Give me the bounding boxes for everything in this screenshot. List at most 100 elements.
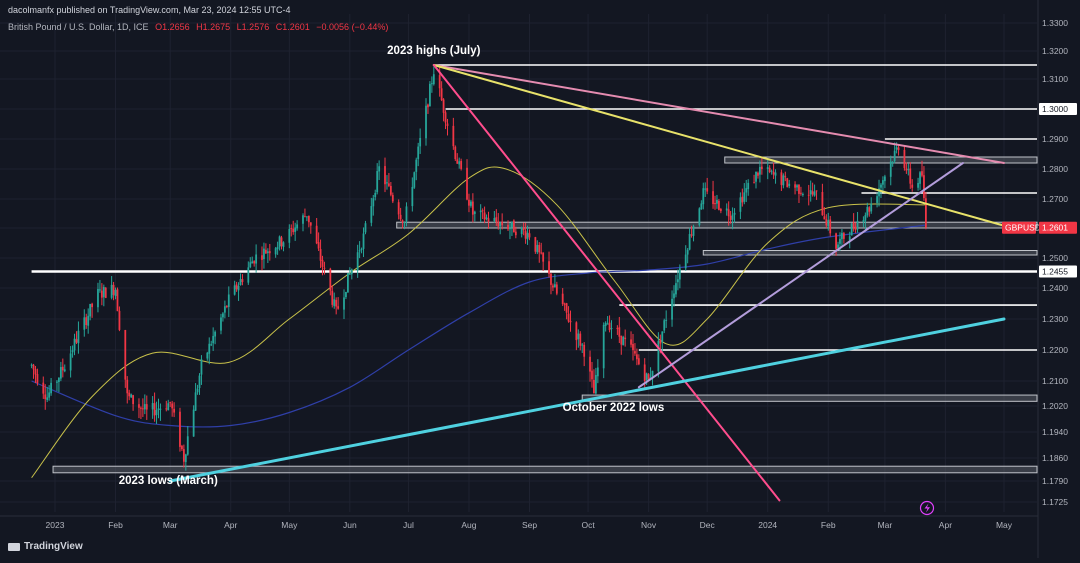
candle-body [456,159,459,164]
candle-body [305,216,308,218]
price-tick-label: 1.1725 [1042,497,1068,507]
candle-body [71,350,74,353]
price-label-text: GBPUSD [1005,223,1041,233]
candle-body [32,364,35,370]
candle-body [181,445,183,450]
price-label-tag [1039,265,1077,278]
support-resistance-zone [581,394,1038,402]
candle-body [58,377,60,383]
candle-body [99,289,101,291]
candle-body [774,172,777,176]
candle-body [786,178,789,188]
time-axis[interactable]: 2023 Feb Mar Apr May Jun Jul Aug Sep Oct Nov Dec 202… [0,515,1038,530]
trendlines [168,64,1006,502]
candle-body [278,236,281,247]
candle-body [678,268,681,280]
candle-body [895,147,898,150]
candle-body [374,192,377,198]
trendline [637,162,964,389]
tradingview-logo[interactable]: TradingView [8,541,83,552]
price-label-text: 1.2601 [1042,223,1068,233]
candle-body [116,289,119,312]
symbol-info: British Pound / U.S. Dollar, 1D, ICE O1.… [8,22,388,32]
time-tick-label: Apr [224,520,237,530]
candle-body [608,322,611,331]
candle-body [827,220,830,227]
candle-body [673,293,675,299]
candle-body [772,171,775,175]
candle-body [745,188,748,193]
candle-body [878,188,880,197]
candle-body [548,261,550,274]
candle-body [292,228,295,233]
candle-body [194,392,197,411]
candle-body [688,233,691,250]
candle-body [596,367,599,377]
candle-body [686,249,689,255]
candle-body [399,214,402,220]
price-tick-label: 1.2020 [1042,401,1068,411]
candle-body [782,175,785,186]
candle-body [839,238,841,244]
time-tick-label: May [996,520,1013,530]
candle-body [446,123,449,127]
chart-annotation: 2023 highs (July) [387,45,480,57]
candle-body [643,364,646,381]
candle-body [829,219,832,234]
candle-body [458,161,461,165]
candle-body [251,261,254,264]
candle-body [618,327,621,337]
candle-body [594,375,597,394]
candle-body [837,244,839,249]
candle-body [753,182,755,184]
candle-body [198,375,201,389]
candle-body [661,331,664,343]
candle-body [118,310,121,330]
time-tick-label: Mar [163,520,178,530]
candle-body [317,242,320,249]
candle-body [59,367,62,379]
chart-annotation: 2023 lows (March) [119,475,218,487]
candle-body [247,267,250,283]
candle-body [391,195,394,202]
candle-body [702,188,705,205]
candle-body [759,166,761,175]
publisher-info: dacolmanfx published on TradingView.com,… [8,5,291,15]
candle-body [274,248,277,255]
time-tick-label: Feb [821,520,836,530]
candle-body [102,287,105,298]
candle-body [333,299,336,307]
candle-body [823,216,826,220]
candle-body [917,182,919,188]
candle-body [606,323,609,325]
candle-body [796,185,798,188]
time-tick-label: Mar [878,520,893,530]
candle-body [555,284,558,294]
ohlc-change: −0.0056 (−0.44%) [316,22,389,32]
candle-body [442,99,445,113]
candle-body [760,166,763,170]
candle-body [647,374,650,380]
candle-body [413,172,416,188]
candle-body [630,339,632,345]
candle-body [921,171,923,176]
candle-body [733,212,736,215]
candle-body [604,322,607,326]
candle-body [784,176,787,178]
candle-body [889,161,892,177]
candle-body [155,410,158,416]
candle-body [405,206,408,222]
candle-body [677,279,679,283]
candle-body [634,351,636,354]
candle-body [237,285,240,291]
candle-body [821,191,824,216]
time-tick-label: Apr [939,520,952,530]
candle-body [140,407,142,409]
ohlc-low: L1.2576 [236,22,270,32]
candle-body [811,191,814,195]
annotations: 2023 highs (July) October 2022 lows 2023 l… [119,45,665,487]
moving-averages [31,166,926,478]
lightning-icon[interactable] [919,500,935,516]
